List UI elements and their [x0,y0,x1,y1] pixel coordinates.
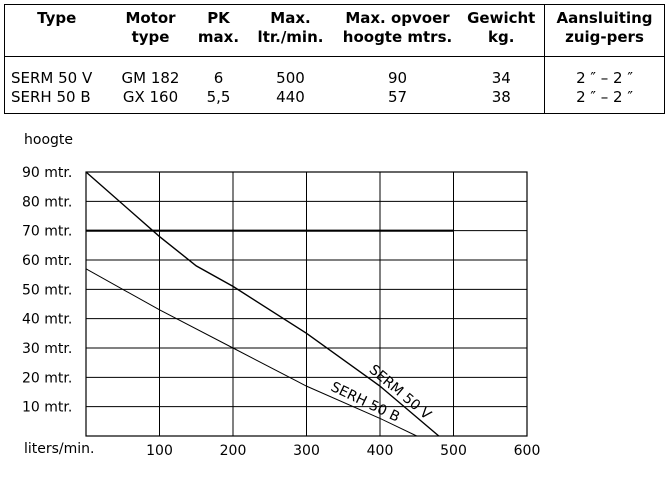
table-cell: 38 [491,88,511,106]
y-tick-label: 10 mtr. [22,400,72,416]
series-line-serm-50-v [85,171,440,437]
header-max-flow: Max. ltr./min. [244,4,337,57]
header-type: Type [4,4,109,57]
table-header-row: Type Motor type PK max. Max. ltr./min. Max.… [4,4,665,57]
x-tick-label: 300 [293,443,320,459]
spec-table: Type Motor type PK max. Max. ltr./min. Max.… [4,4,665,114]
y-tick-label: 20 mtr. [22,370,72,386]
header-motor-type: Motor type [108,4,193,57]
y-tick-label: 90 mtr. [22,165,72,181]
series-line-serh-50-b [85,268,417,437]
table-cell: 90 [387,69,408,87]
header-weight: Gewicht kg. [458,4,545,57]
x-tick-label: 500 [440,443,467,459]
table-row: SERM 50 V GM 182 6 500 90 34 2 ″ – 2 ″ [5,56,665,88]
header-pk: PK max. [192,4,245,57]
table-cell: GM 182 [121,69,180,87]
y-tick-label: 30 mtr. [22,341,72,357]
x-tick-label: 100 [146,443,173,459]
table-row: SERH 50 B GX 160 5,5 440 57 38 2 ″ – 2 ″ [5,88,665,114]
y-tick-label: 70 mtr. [22,224,72,240]
y-axis-title: hoogte [24,132,73,148]
x-tick-label: 200 [220,443,247,459]
table-cell: 6 [213,69,224,87]
header-connection: Aansluiting zuig-pers [544,4,665,57]
table-cell: 34 [491,69,511,87]
header-max-height: Max. opvoer hoogte mtrs. [336,4,459,57]
table-cell: SERH 50 B [11,88,91,106]
y-tick-label: 80 mtr. [22,194,72,210]
x-tick-label: 400 [367,443,394,459]
y-tick-label: 60 mtr. [22,253,72,269]
table-cell: SERM 50 V [11,69,93,87]
table-cell: 5,5 [206,88,231,106]
table-cell: 2 ″ – 2 ″ [544,56,665,88]
table-cell: 2 ″ – 2 ″ [544,88,665,114]
table-cell: 500 [276,69,305,87]
table-cell: GX 160 [122,88,179,106]
x-tick-label: 600 [514,443,541,459]
table-cell: 440 [276,88,305,106]
y-tick-label: 50 mtr. [22,282,72,298]
y-tick-label: 40 mtr. [22,312,72,328]
x-axis-title: liters/min. [24,441,95,457]
table-cell: 57 [387,88,408,106]
